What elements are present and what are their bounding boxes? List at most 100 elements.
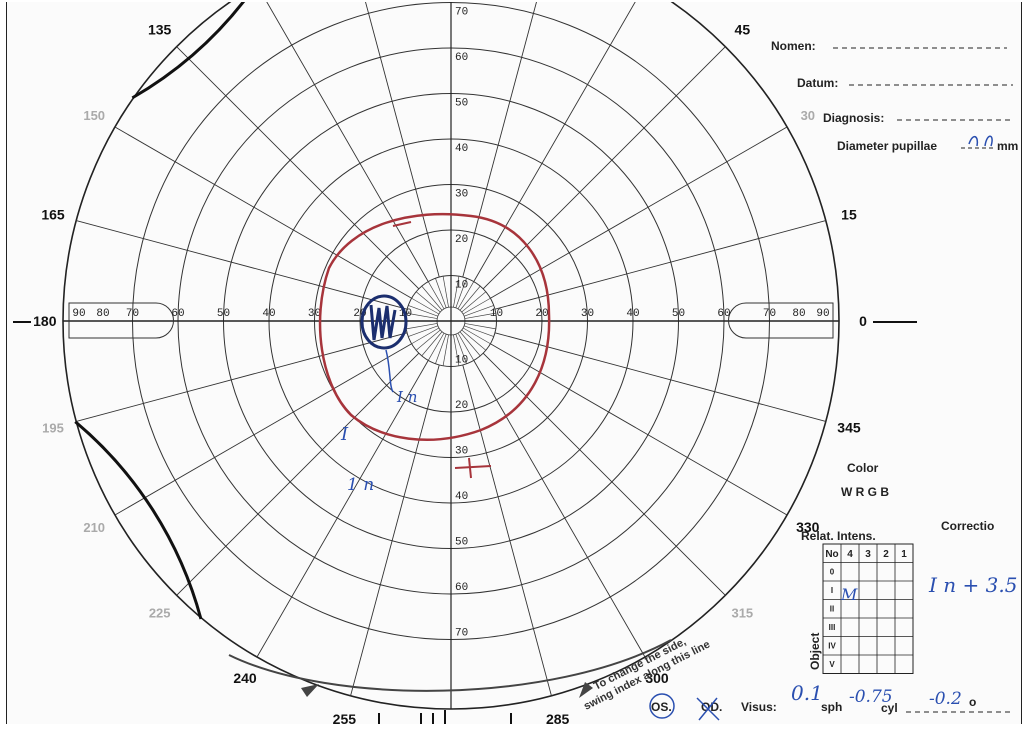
meridian-line-60	[473, 0, 637, 282]
meridian-label-300: 300	[645, 670, 669, 686]
object-row-I: I	[831, 586, 833, 595]
nomen-label: Nomen:	[771, 39, 816, 53]
handwritten-table-mark: M	[840, 585, 858, 604]
swing-index-arc	[228, 639, 672, 692]
inner-spoke	[455, 334, 467, 364]
meridian-line-75	[462, 0, 538, 278]
degree-mark: o	[969, 695, 976, 709]
handwritten-sph-value: -0.75	[849, 687, 893, 707]
ring-label-v-70: 70	[455, 628, 468, 640]
scotoma-fill	[369, 304, 397, 341]
datum-label: Datum:	[797, 76, 838, 90]
ring-label-h-40: 40	[626, 308, 639, 320]
inner-spoke	[453, 276, 460, 308]
object-row-II: II	[830, 605, 834, 614]
meridian-label-225: 225	[149, 605, 171, 620]
meridian-label-255: 255	[333, 711, 357, 724]
meridian-label-150: 150	[83, 108, 105, 123]
meridian-label-210: 210	[83, 520, 105, 535]
meridian-label-285: 285	[546, 711, 570, 724]
swing-arrow-left	[301, 684, 319, 697]
bottom-ticks	[378, 710, 512, 724]
inner-spoke	[459, 331, 481, 357]
ring-label-ext-80: 80	[792, 308, 805, 320]
inner-spoke	[415, 329, 441, 351]
isopter-cross	[454, 457, 492, 479]
meridian-label-180: – 180	[21, 313, 56, 329]
meridian-line-150	[114, 126, 412, 299]
chart-grid	[62, 0, 840, 710]
isopter-tick	[392, 221, 412, 227]
meridian-label-240: 240	[233, 670, 257, 686]
red-isopter-line	[318, 212, 551, 441]
ring-label-ext-80: 80	[96, 308, 109, 320]
inner-spoke	[453, 334, 460, 366]
meridian-line-240	[256, 360, 429, 658]
sph-label: sph	[821, 700, 842, 714]
meridian-line-30	[490, 126, 788, 299]
swing-arrow-right	[579, 682, 593, 698]
meridian-line-45	[482, 46, 726, 290]
object-label: Object	[808, 633, 822, 670]
handwritten-mark-i: I	[340, 424, 349, 445]
color-codes: W R G B	[841, 485, 889, 499]
ring-labels: 1010101020202020303030304040404050505050…	[72, 7, 829, 640]
diagnosis-label: Diagnosis:	[823, 111, 884, 125]
inner-spoke	[459, 285, 481, 311]
inner-spoke	[411, 327, 440, 345]
inner-spoke	[464, 323, 496, 330]
diameter-unit: mm	[997, 139, 1018, 153]
ring-label-v-20: 20	[455, 234, 468, 246]
meridian-line-195	[76, 332, 408, 422]
od-crossout	[696, 697, 720, 721]
ring-label-v-50: 50	[455, 98, 468, 110]
relat-intens-label: Relat. Intens.	[801, 529, 876, 543]
meridian-label-30: 30	[801, 108, 815, 123]
ring-label-v-70: 70	[455, 7, 468, 19]
object-row-0: 0	[830, 568, 835, 577]
meridian-label-330: 330	[796, 519, 820, 535]
meridian-label-315: 315	[731, 605, 753, 620]
meridian-line-135	[176, 46, 420, 290]
ring-label-v-50: 50	[455, 537, 468, 549]
ring-label-v-30: 30	[455, 189, 468, 201]
goldmann-chart-svg: 0153045607590105120135150165– 1801952102…	[13, 0, 1022, 729]
cyl-label: cyl	[881, 701, 898, 715]
intensity-col-2: 2	[883, 549, 889, 560]
ring-label-v-20: 20	[455, 400, 468, 412]
inner-spoke	[462, 327, 491, 345]
inner-spoke	[411, 297, 440, 315]
meridian-line-210	[114, 343, 412, 516]
intensity-col-No: No	[825, 549, 838, 560]
ring-label-h-50: 50	[217, 308, 230, 320]
object-row-V: V	[829, 660, 835, 669]
handwritten-correction: I n + 3.5 D	[928, 573, 1021, 597]
inner-spoke	[442, 334, 449, 366]
meridian-line-15	[494, 220, 826, 310]
meridian-line-345	[494, 332, 826, 422]
inner-spoke	[408, 325, 438, 337]
ring-label-h-40: 40	[262, 308, 275, 320]
diameter-label: Diameter pupillae	[837, 139, 937, 153]
left-extension-tab	[68, 302, 174, 339]
inner-spoke	[427, 281, 445, 310]
outer-thick-arc-1	[74, 420, 203, 620]
meridian-labels: 0153045607590105120135150165– 1801952102…	[21, 22, 867, 729]
meridian-line-120	[265, 0, 429, 282]
ring-label-h-70: 70	[126, 308, 139, 320]
os-label[interactable]: OS.	[651, 700, 672, 714]
inner-spoke	[464, 305, 494, 317]
ring-label-h-50: 50	[672, 308, 685, 320]
ring-label-v-10: 10	[455, 280, 468, 292]
intensity-col-4: 4	[847, 549, 853, 560]
ring-label-h-60: 60	[171, 308, 184, 320]
meridian-label-135: 135	[148, 22, 172, 38]
inner-spoke	[421, 331, 443, 357]
inner-spoke	[415, 291, 441, 313]
intensity-col-3: 3	[865, 549, 871, 560]
inner-spoke	[435, 278, 447, 308]
meridian-label-195: 195	[42, 421, 64, 436]
inner-spoke	[421, 285, 443, 311]
ring-label-h-30: 30	[581, 308, 594, 320]
